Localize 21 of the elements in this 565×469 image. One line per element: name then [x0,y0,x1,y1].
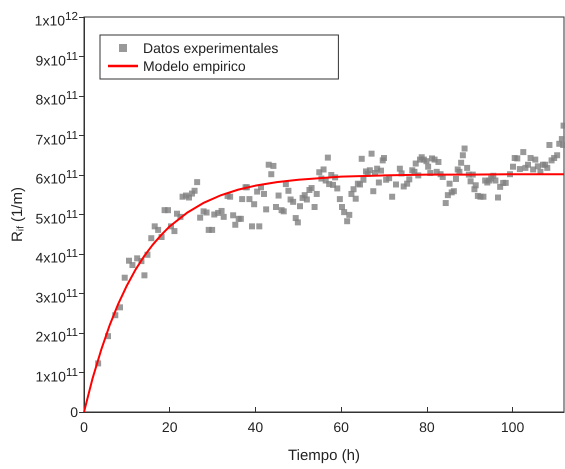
y-tick-label: 1x10$^{12}$ [34,9,78,29]
y-tick-label: 3x10$^{11}$ [36,286,78,306]
legend-label: Datos experimentales [143,40,278,56]
x-tick-label: 0 [80,419,88,435]
y-tick-label: 4x10$^{11}$ [36,246,78,266]
x-axis-title: Tiempo (h) [288,447,360,464]
y-tick-label: 9x10$^{11}$ [36,48,78,68]
y-tick-label: 5x10$^{11}$ [36,206,78,226]
x-tick-label: 20 [162,419,178,435]
y-tick-label: 7x10$^{11}$ [36,128,78,148]
legend-label: Modelo empirico [143,58,246,74]
x-tick-label: 60 [333,419,350,435]
x-tick-label: 40 [248,419,264,435]
y-tick-label: 0 [70,403,78,421]
y-tick-label: 8x10$^{11}$ [36,88,78,108]
y-tick-label: 6x10$^{11}$ [36,167,78,187]
y-tick-label: 1x10$^{11}$ [36,364,78,384]
y-tick-label: 2x10$^{11}$ [36,325,78,345]
x-tick-label: 80 [419,419,435,435]
y-axis-title: Rif (1/m) [8,187,26,242]
x-tick-label: 100 [500,419,524,435]
